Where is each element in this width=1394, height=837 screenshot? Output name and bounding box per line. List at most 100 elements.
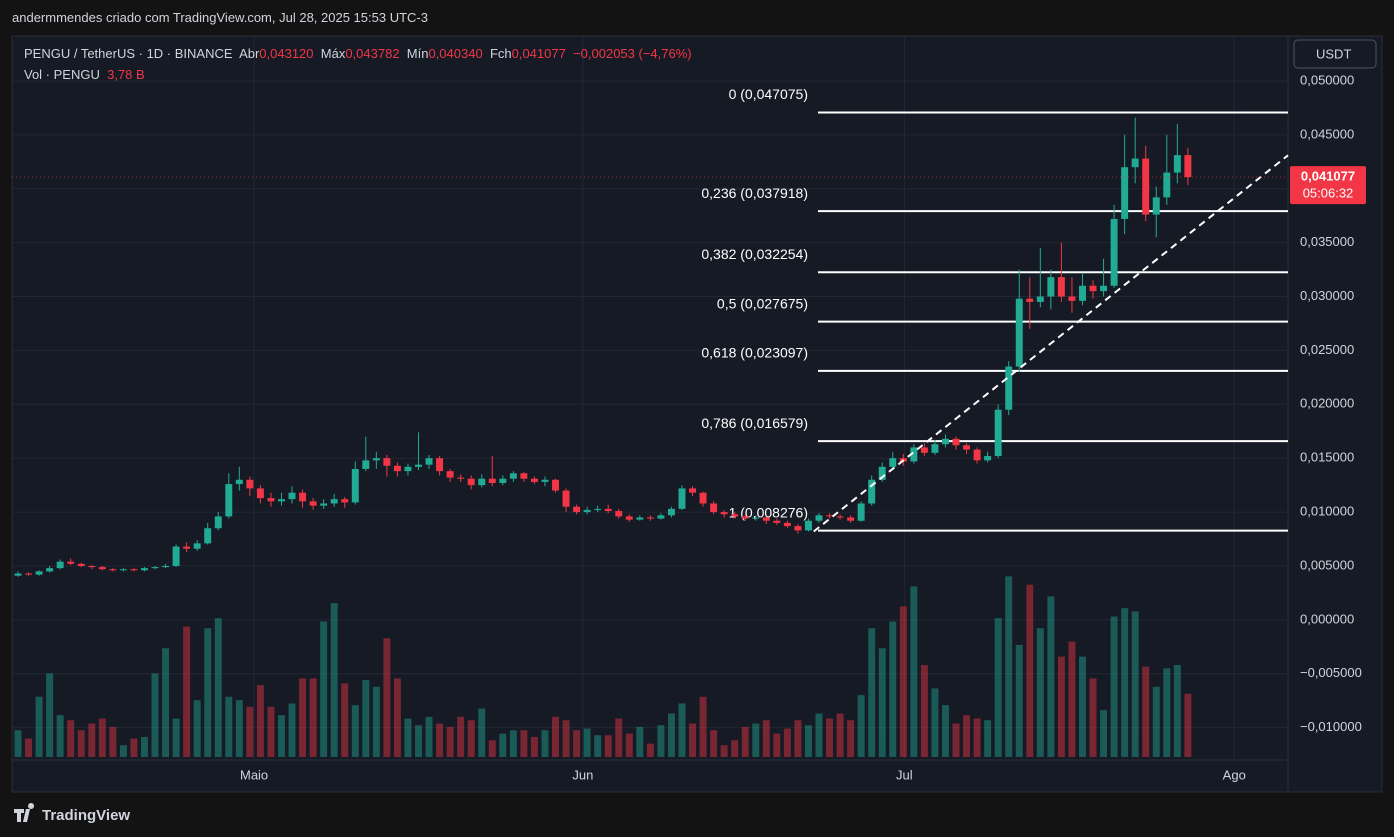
candle-body xyxy=(1121,167,1129,219)
candle-body xyxy=(941,438,949,445)
candle-body xyxy=(615,511,623,517)
candle-body xyxy=(351,468,359,503)
volume-bar xyxy=(267,706,275,757)
volume-bar xyxy=(214,618,222,757)
volume-bar xyxy=(88,723,96,757)
legend: PENGU / TetherUS · 1D · BINANCE Abr0,043… xyxy=(24,46,692,61)
volume-bar xyxy=(299,678,307,757)
candle-body xyxy=(193,543,201,549)
y-tick-label: 0,020000 xyxy=(1300,396,1354,411)
currency[interactable]: USDT xyxy=(1316,46,1351,61)
volume-bar xyxy=(752,723,760,757)
fib-label: 0,618 (0,023097) xyxy=(701,345,808,361)
y-tick-label: 0,025000 xyxy=(1300,342,1354,357)
volume-bar xyxy=(246,706,254,757)
volume-bar xyxy=(330,603,338,757)
volume-bar xyxy=(309,678,317,757)
candle-body xyxy=(246,479,254,489)
candle-body xyxy=(552,479,559,491)
y-tick-label: −0,010000 xyxy=(1300,719,1362,734)
volume-bar xyxy=(67,720,75,757)
candle-body xyxy=(573,506,581,513)
candle-body xyxy=(35,571,43,575)
candle-body xyxy=(309,501,317,506)
candle-body xyxy=(256,488,264,499)
y-tick-label: 0,000000 xyxy=(1300,611,1354,626)
candle-body xyxy=(794,526,802,531)
volume-bar xyxy=(741,726,749,757)
volume-bar xyxy=(826,718,834,757)
volume-bar xyxy=(973,718,981,757)
candle-body xyxy=(1057,277,1065,297)
volume-bar xyxy=(731,740,739,757)
volume-bar xyxy=(109,726,117,757)
volume-value: 3,78 B xyxy=(107,67,145,82)
candle-body xyxy=(773,520,781,523)
candle-body xyxy=(1015,298,1023,367)
fib-label: 0,786 (0,016579) xyxy=(701,415,808,431)
candle-body xyxy=(362,460,370,469)
volume-bar xyxy=(678,703,686,757)
candle-body xyxy=(1142,158,1150,215)
candle-body xyxy=(130,569,138,571)
candle-body xyxy=(1131,158,1139,168)
candle-body xyxy=(689,488,697,493)
candle-body xyxy=(984,456,992,461)
volume-bar xyxy=(594,735,602,757)
volume-bar xyxy=(404,718,412,757)
volume-label: Vol · PENGU xyxy=(24,67,100,82)
volume-bar xyxy=(46,673,54,757)
fib-label: 0,5 (0,027675) xyxy=(717,295,808,311)
volume-bar xyxy=(341,683,349,757)
volume-bar xyxy=(1015,644,1023,757)
low-label: Mín xyxy=(406,46,429,61)
volume-bar xyxy=(1068,641,1076,757)
volume-bar xyxy=(351,705,359,757)
footer-brand: TradingView xyxy=(42,807,130,824)
candle-body xyxy=(299,492,307,502)
y-tick-label: 0,010000 xyxy=(1300,504,1354,519)
candle-body xyxy=(288,492,296,500)
fib-label: 0,236 (0,037918) xyxy=(701,185,808,201)
volume-bar xyxy=(320,621,328,757)
x-tick-label: Maio xyxy=(240,767,268,782)
volume-bar xyxy=(183,626,191,757)
candle-body xyxy=(1100,285,1108,292)
candle-body xyxy=(520,473,528,479)
candle-body xyxy=(1047,277,1055,297)
volume-bar xyxy=(256,685,264,757)
candle-body xyxy=(383,458,391,466)
candle-body xyxy=(836,516,844,518)
volume-bar xyxy=(25,738,33,757)
candle-body xyxy=(625,516,633,520)
candle-body xyxy=(910,447,918,462)
candle-body xyxy=(963,445,971,450)
candle-body xyxy=(446,471,454,478)
candle-body xyxy=(488,478,496,483)
volume-bar xyxy=(1163,668,1171,757)
volume-bar xyxy=(1184,693,1192,757)
candle-body xyxy=(815,515,823,521)
volume-bar xyxy=(899,606,907,757)
y-tick-label: 0,015000 xyxy=(1300,450,1354,465)
currency-button[interactable] xyxy=(1293,39,1377,69)
volume-bar xyxy=(520,730,528,757)
attribution: andermmendes criado com TradingView.com,… xyxy=(12,10,428,25)
x-tick-label: Ago xyxy=(1223,767,1246,782)
volume-bar xyxy=(762,720,770,757)
candle-body xyxy=(14,573,22,576)
candle-body xyxy=(478,478,486,486)
volume-bar xyxy=(235,700,243,757)
volume-bar xyxy=(77,730,85,757)
candle-body xyxy=(499,478,507,483)
volume-bar xyxy=(573,730,581,757)
volume-bar xyxy=(963,715,971,757)
candle-body xyxy=(278,499,285,502)
candle-body xyxy=(214,516,222,529)
symbol: PENGU / TetherUS · 1D · BINANCE xyxy=(24,46,233,61)
y-tick-label: 0,005000 xyxy=(1300,557,1354,572)
volume-bar xyxy=(941,705,949,757)
candle-body xyxy=(920,447,928,453)
volume-bar xyxy=(393,678,401,757)
candle-body xyxy=(151,567,159,569)
